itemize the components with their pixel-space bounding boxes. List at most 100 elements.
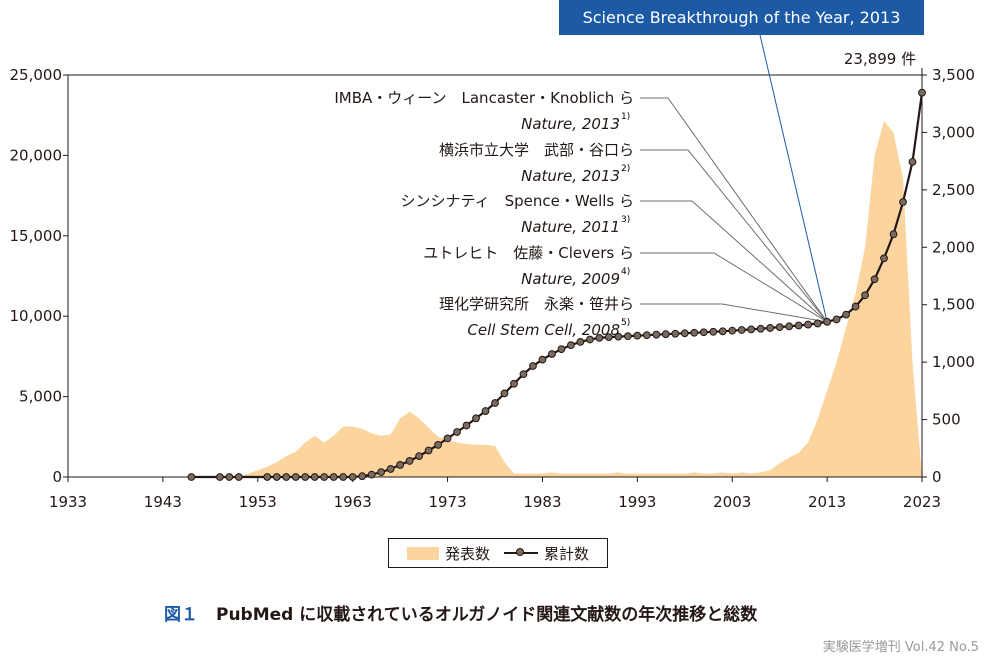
right-tick-label: 2,000 bbox=[932, 238, 975, 256]
x-tick-label: 1973 bbox=[428, 493, 466, 511]
annotation-leader-line bbox=[640, 252, 828, 323]
breakthrough-banner: Science Breakthrough of the Year, 2013 bbox=[559, 0, 924, 35]
cumulative-point bbox=[472, 414, 480, 423]
cumulative-point bbox=[889, 230, 898, 239]
plot-frame bbox=[67, 74, 923, 478]
annotation-ref: 4) bbox=[621, 267, 630, 277]
cumulative-line-layer bbox=[187, 88, 926, 481]
cumulative-point bbox=[396, 461, 405, 469]
cumulative-point bbox=[548, 350, 556, 358]
annotation-ref: 2) bbox=[621, 164, 630, 174]
cumulative-point bbox=[377, 468, 386, 477]
cumulative-point bbox=[690, 328, 699, 337]
annotation-line2: Nature, 2013 bbox=[521, 115, 620, 133]
annotation-line1: シンシナティ Spence・Wells ら bbox=[401, 192, 634, 210]
cumulative-point bbox=[709, 327, 718, 336]
cumulative-point bbox=[880, 254, 888, 263]
annotation-labels: IMBA・ウィーン Lancaster・Knoblich ら Nature, 20… bbox=[334, 89, 634, 339]
right-tick-label: 3,000 bbox=[932, 123, 975, 141]
left-tick-label: 15,000 bbox=[10, 227, 63, 245]
cumulative-point bbox=[804, 320, 813, 329]
cumulative-point bbox=[500, 389, 509, 398]
cumulative-point bbox=[918, 88, 926, 97]
left-tick-label: 20,000 bbox=[10, 146, 63, 164]
cumulative-point bbox=[728, 326, 737, 335]
cumulative-point bbox=[737, 326, 746, 334]
annotation-leader-line bbox=[640, 200, 828, 323]
annotation-ref: 1) bbox=[621, 112, 630, 122]
right-tick-label: 2,500 bbox=[932, 181, 975, 199]
cumulative-point bbox=[680, 329, 689, 338]
banner-leader-line bbox=[759, 34, 828, 322]
annotation-leader-line bbox=[640, 303, 828, 323]
cumulative-point bbox=[462, 421, 471, 430]
figure-number: 図１ bbox=[164, 605, 198, 625]
cumulative-point bbox=[519, 370, 528, 378]
cumulative-point bbox=[908, 157, 917, 166]
cumulative-point bbox=[842, 310, 850, 319]
legend: 発表数 累計数 bbox=[388, 538, 608, 568]
cumulative-point bbox=[633, 331, 642, 340]
cumulative-point bbox=[585, 335, 594, 344]
cumulative-point bbox=[510, 379, 518, 388]
cumulative-point bbox=[775, 323, 784, 332]
cumulative-point bbox=[367, 470, 376, 479]
annotation-line1: 理化学研究所 永楽・笹井ら bbox=[439, 295, 634, 313]
x-tick-label: 1953 bbox=[239, 493, 277, 511]
x-tick-label: 2003 bbox=[713, 493, 751, 511]
cumulative-point bbox=[652, 330, 661, 339]
organoid-chart: 1933 1943 1953 1963 1973 1983 1993 2003 2013 2023… bbox=[10, 34, 975, 511]
cumulative-point bbox=[339, 473, 348, 481]
x-tick-label: 1963 bbox=[334, 493, 372, 511]
cumulative-point bbox=[794, 321, 803, 330]
right-tick-label: 1,000 bbox=[932, 353, 975, 371]
legend-cumulative-label: 累計数 bbox=[544, 544, 590, 563]
annotation-line1: IMBA・ウィーン Lancaster・Knoblich ら bbox=[334, 89, 634, 107]
cumulative-point bbox=[861, 291, 869, 300]
legend-cumulative: 累計数 bbox=[504, 543, 589, 564]
publications-area-layer bbox=[238, 120, 923, 478]
x-tick-label: 2023 bbox=[903, 493, 941, 511]
figure-caption: 図１ PubMed に収載されているオルガノイド関連文献数の年次推移と総数 bbox=[164, 600, 757, 625]
cumulative-point bbox=[481, 407, 490, 415]
cumulative-point bbox=[225, 473, 234, 481]
cumulative-point bbox=[785, 322, 794, 331]
x-tick-label: 1983 bbox=[523, 493, 561, 511]
cumulative-point bbox=[823, 317, 832, 326]
caption-text: PubMed に収載されているオルガノイド関連文献数の年次推移と総数 bbox=[216, 605, 758, 625]
cumulative-point bbox=[747, 325, 756, 334]
cumulative-point bbox=[434, 440, 442, 449]
cumulative-point bbox=[263, 473, 272, 481]
cumulative-point bbox=[187, 473, 196, 481]
right-tick-label: 1,500 bbox=[932, 296, 975, 314]
cumulative-line-swatch bbox=[504, 546, 538, 560]
left-tick-label: 10,000 bbox=[10, 307, 63, 325]
cumulative-point bbox=[832, 315, 841, 324]
cumulative-point bbox=[661, 330, 670, 339]
cumulative-point bbox=[443, 434, 452, 443]
annotation-leader-line bbox=[640, 97, 828, 323]
cumulative-point bbox=[453, 428, 461, 436]
cumulative-point bbox=[405, 457, 414, 465]
cumulative-point bbox=[766, 324, 775, 332]
right-tick-label: 0 bbox=[932, 468, 942, 486]
cumulative-point bbox=[604, 333, 613, 342]
publications-area bbox=[238, 120, 923, 478]
cumulative-point bbox=[623, 332, 632, 341]
left-tick-label: 0 bbox=[52, 468, 62, 486]
annotation-line1: ユトレヒト 佐藤・Clevers ら bbox=[423, 244, 634, 262]
annotation-line2: Nature, 2009 bbox=[521, 270, 620, 288]
cumulative-point bbox=[329, 473, 338, 481]
cumulative-point bbox=[642, 331, 651, 340]
cumulative-point bbox=[310, 473, 319, 481]
cumulative-point bbox=[576, 338, 585, 346]
cumulative-point bbox=[813, 319, 822, 328]
annotation-line2: Nature, 2011 bbox=[521, 218, 620, 236]
cumulative-point bbox=[851, 302, 860, 311]
cumulative-point bbox=[595, 334, 604, 342]
annotation-line2: Cell Stem Cell, 2008 bbox=[467, 321, 620, 339]
legend-publications: 発表数 bbox=[406, 543, 490, 564]
cumulative-point bbox=[348, 473, 357, 481]
x-tick-label: 1993 bbox=[618, 493, 656, 511]
x-tick-label: 1943 bbox=[144, 493, 182, 511]
